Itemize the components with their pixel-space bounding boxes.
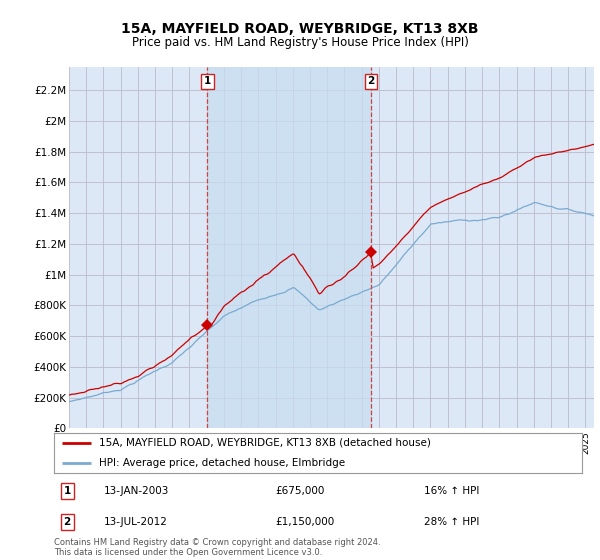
Text: 1: 1 — [204, 76, 211, 86]
Text: 2: 2 — [64, 517, 71, 527]
Text: 15A, MAYFIELD ROAD, WEYBRIDGE, KT13 8XB: 15A, MAYFIELD ROAD, WEYBRIDGE, KT13 8XB — [121, 22, 479, 36]
Text: Contains HM Land Registry data © Crown copyright and database right 2024.
This d: Contains HM Land Registry data © Crown c… — [54, 538, 380, 557]
Bar — [208, 67, 371, 428]
Text: 15A, MAYFIELD ROAD, WEYBRIDGE, KT13 8XB (detached house): 15A, MAYFIELD ROAD, WEYBRIDGE, KT13 8XB … — [99, 438, 431, 448]
Text: 16% ↑ HPI: 16% ↑ HPI — [424, 486, 479, 496]
Text: 1: 1 — [64, 486, 71, 496]
Text: £675,000: £675,000 — [276, 486, 325, 496]
Text: 13-JUL-2012: 13-JUL-2012 — [104, 517, 168, 527]
Text: £1,150,000: £1,150,000 — [276, 517, 335, 527]
Text: 13-JAN-2003: 13-JAN-2003 — [104, 486, 170, 496]
Text: Price paid vs. HM Land Registry's House Price Index (HPI): Price paid vs. HM Land Registry's House … — [131, 36, 469, 49]
Text: HPI: Average price, detached house, Elmbridge: HPI: Average price, detached house, Elmb… — [99, 458, 345, 468]
Text: 2: 2 — [367, 76, 374, 86]
Text: 28% ↑ HPI: 28% ↑ HPI — [424, 517, 479, 527]
